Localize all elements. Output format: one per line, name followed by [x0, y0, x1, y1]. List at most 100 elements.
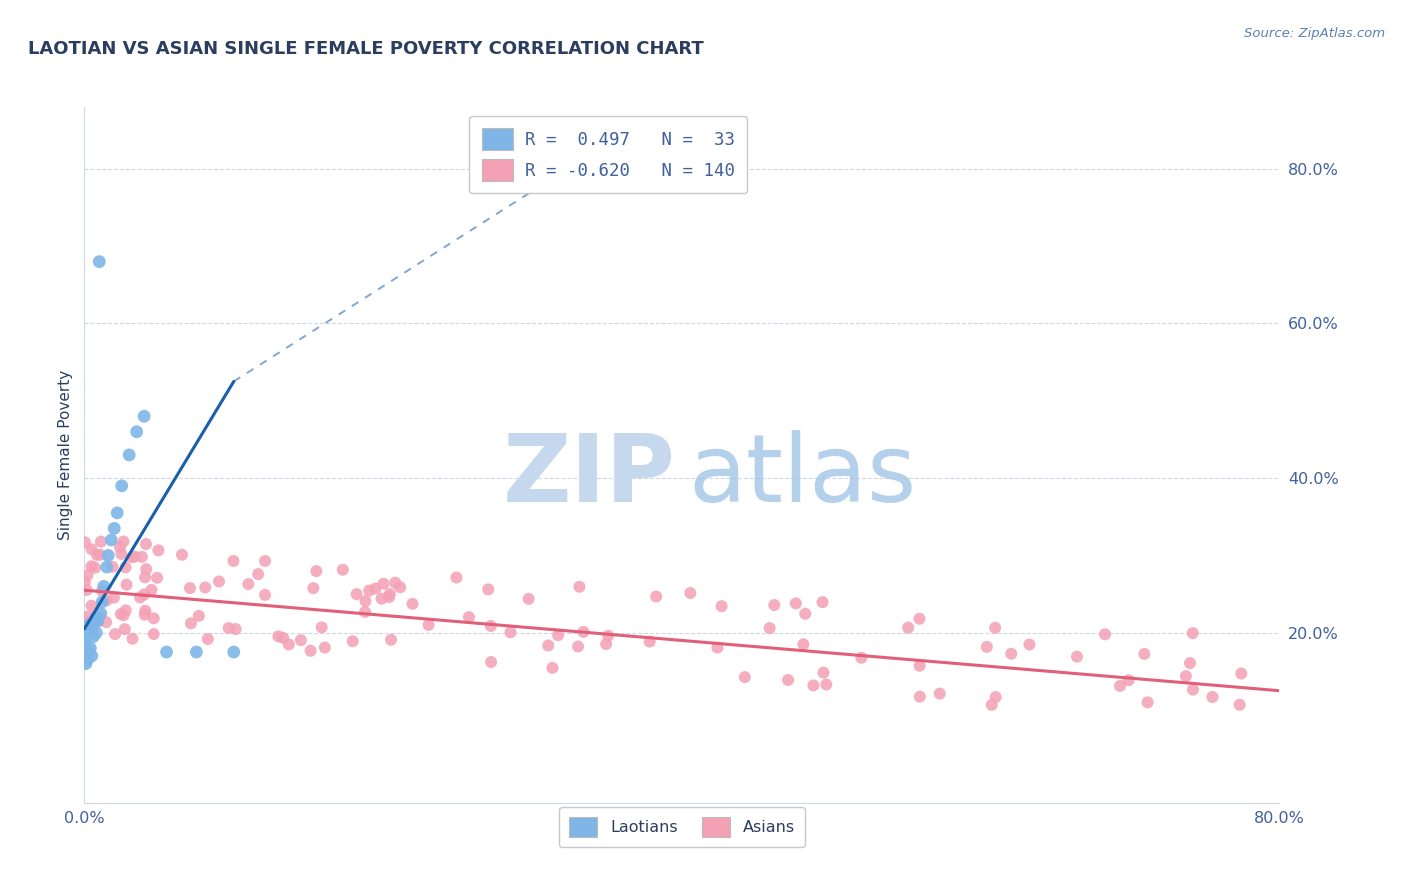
- Point: [302, 581, 325, 595]
- Point: [111, 479, 134, 493]
- Point: [186, 645, 208, 659]
- Point: [980, 698, 1002, 712]
- Point: [96, 560, 118, 574]
- Point: [267, 629, 290, 643]
- Point: [679, 586, 702, 600]
- Point: [314, 640, 336, 655]
- Point: [803, 678, 825, 692]
- Point: [908, 612, 931, 626]
- Point: [384, 575, 406, 590]
- Point: [80, 559, 103, 574]
- Point: [103, 521, 125, 535]
- Point: [517, 591, 540, 606]
- Point: [373, 576, 395, 591]
- Point: [73, 633, 96, 648]
- Point: [129, 591, 152, 605]
- Point: [187, 608, 209, 623]
- Point: [976, 640, 998, 654]
- Point: [1066, 649, 1088, 664]
- Point: [776, 673, 799, 687]
- Point: [1118, 673, 1140, 688]
- Point: [378, 587, 401, 601]
- Point: [1181, 626, 1204, 640]
- Point: [370, 591, 392, 606]
- Point: [763, 598, 786, 612]
- Text: atlas: atlas: [688, 430, 917, 522]
- Point: [110, 547, 132, 561]
- Point: [90, 607, 112, 621]
- Point: [499, 625, 522, 640]
- Point: [311, 620, 333, 634]
- Point: [108, 540, 131, 554]
- Point: [254, 588, 277, 602]
- Point: [155, 645, 177, 659]
- Point: [271, 631, 294, 645]
- Point: [238, 577, 260, 591]
- Point: [332, 563, 354, 577]
- Point: [458, 610, 481, 624]
- Point: [908, 658, 931, 673]
- Y-axis label: Single Female Poverty: Single Female Poverty: [58, 370, 73, 540]
- Point: [984, 621, 1007, 635]
- Point: [86, 548, 108, 562]
- Point: [180, 616, 202, 631]
- Point: [380, 632, 402, 647]
- Point: [124, 549, 146, 564]
- Point: [706, 640, 728, 655]
- Point: [86, 625, 108, 640]
- Point: [131, 549, 153, 564]
- Point: [121, 632, 143, 646]
- Point: [135, 562, 157, 576]
- Text: Source: ZipAtlas.com: Source: ZipAtlas.com: [1244, 27, 1385, 40]
- Point: [1181, 682, 1204, 697]
- Point: [134, 587, 156, 601]
- Point: [547, 628, 569, 642]
- Point: [75, 657, 97, 671]
- Point: [290, 633, 312, 648]
- Point: [794, 607, 817, 621]
- Point: [80, 622, 103, 636]
- Point: [73, 535, 96, 549]
- Point: [811, 595, 834, 609]
- Point: [80, 648, 103, 663]
- Point: [79, 641, 101, 656]
- Legend: Laotians, Asians: Laotians, Asians: [560, 807, 804, 847]
- Point: [1109, 679, 1132, 693]
- Point: [110, 607, 132, 621]
- Point: [148, 543, 170, 558]
- Point: [928, 687, 950, 701]
- Point: [132, 409, 156, 424]
- Point: [79, 615, 101, 629]
- Point: [359, 583, 381, 598]
- Point: [114, 603, 136, 617]
- Point: [135, 537, 157, 551]
- Point: [112, 608, 135, 623]
- Point: [90, 583, 112, 598]
- Point: [103, 591, 125, 605]
- Point: [813, 665, 835, 680]
- Point: [537, 639, 560, 653]
- Point: [179, 581, 201, 595]
- Point: [89, 548, 111, 562]
- Point: [142, 627, 165, 641]
- Point: [908, 690, 931, 704]
- Point: [96, 615, 118, 630]
- Point: [197, 632, 219, 646]
- Point: [89, 610, 111, 624]
- Point: [170, 548, 193, 562]
- Point: [112, 534, 135, 549]
- Point: [93, 579, 115, 593]
- Point: [792, 637, 814, 651]
- Point: [134, 607, 156, 622]
- Point: [141, 582, 163, 597]
- Point: [134, 570, 156, 584]
- Point: [851, 650, 873, 665]
- Point: [477, 582, 499, 597]
- Point: [254, 554, 277, 568]
- Point: [1094, 627, 1116, 641]
- Point: [77, 645, 100, 659]
- Point: [225, 622, 247, 636]
- Point: [87, 614, 110, 628]
- Point: [305, 564, 328, 578]
- Point: [418, 618, 440, 632]
